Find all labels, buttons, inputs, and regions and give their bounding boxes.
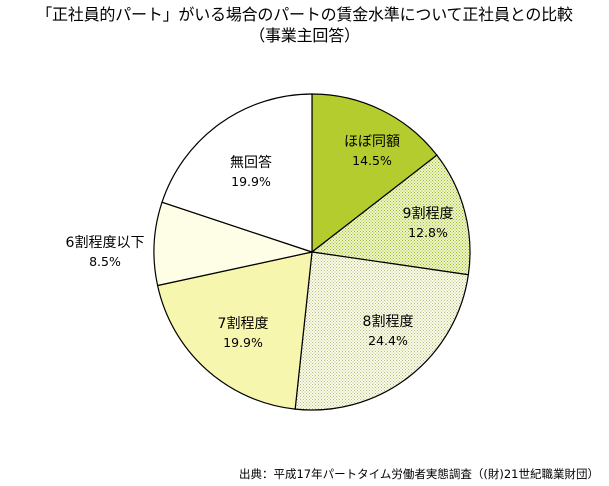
slice-value-9wari: 12.8% (408, 225, 448, 240)
pie-slice-9wari (310, 154, 471, 276)
pie-slice-mukaitou (161, 93, 313, 253)
slice-value-8wari: 24.4% (368, 333, 408, 348)
slice-value-hobo-dougaku: 14.5% (352, 153, 392, 168)
slice-label-9wari: 9割程度 (403, 205, 454, 222)
pie-slices (153, 93, 471, 411)
slice-value-6wari-ika: 8.5% (89, 254, 121, 269)
slice-label-hobo-dougaku: ほぼ同額 (344, 134, 400, 150)
slice-value-7wari: 19.9% (223, 335, 263, 350)
pie-slice-6wari-ika (153, 201, 315, 287)
pie-labels: ほぼ同額 14.5% 9割程度 12.8% 8割程度 24.4% 7割程度 19.9% 6割程度… (66, 134, 454, 350)
chart-title: 「正社員的パート」がいる場合のパートの賃金水準について正社員との比較 （事業主回… (0, 4, 609, 46)
slice-value-mukaitou: 19.9% (231, 174, 271, 189)
slice-label-mukaitou: 無回答 (230, 154, 272, 171)
chart-title-line-1: 「正社員的パート」がいる場合のパートの賃金水準について正社員との比較 (36, 5, 573, 24)
slice-label-7wari: 7割程度 (218, 315, 269, 332)
pie-slice-7wari (156, 251, 313, 410)
pie-slice-8wari (294, 251, 470, 411)
slice-label-8wari: 8割程度 (363, 313, 414, 330)
chart-title-line-2: （事業主回答） (249, 26, 360, 45)
slice-label-6wari-ika: 6割程度以下 (66, 234, 145, 251)
pie-slice-hobo-dougaku (311, 93, 438, 254)
source-note: 出典：平成17年パートタイム労働者実態調査（(財)21世紀職業財団） (238, 467, 599, 481)
